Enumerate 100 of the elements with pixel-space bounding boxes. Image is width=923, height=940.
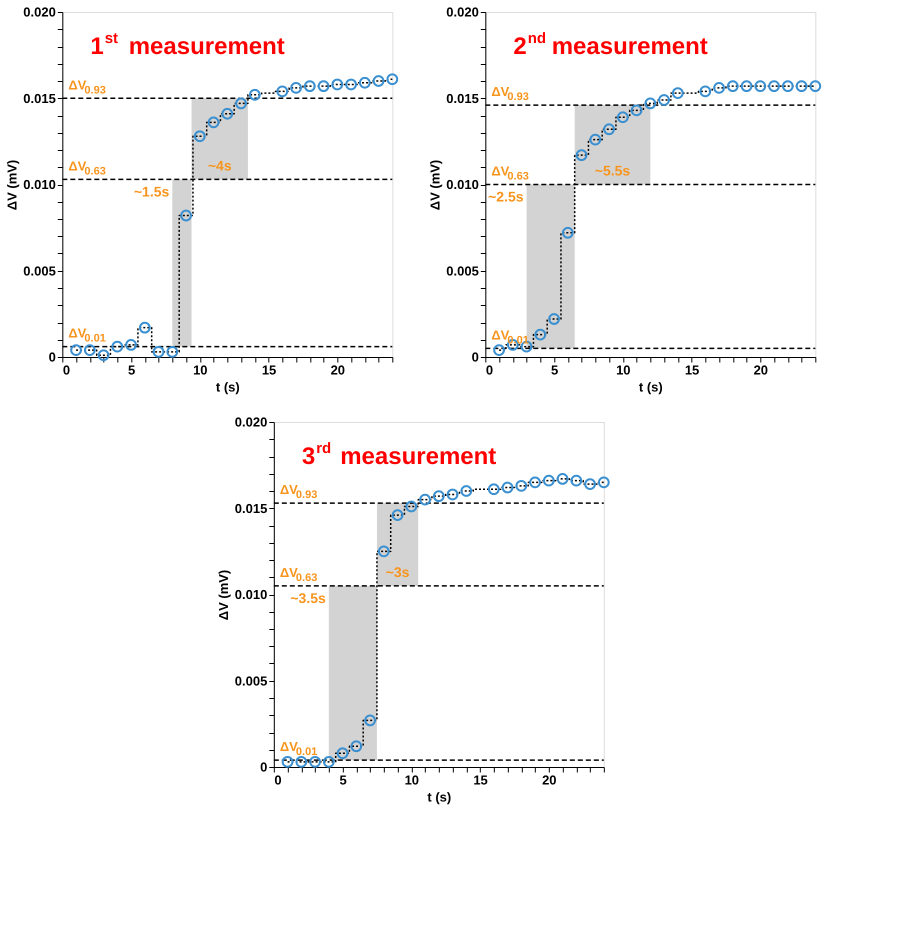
point <box>699 85 712 98</box>
point <box>372 75 384 87</box>
x-axis-title: t (s) <box>427 790 452 804</box>
band-label: ~4s <box>208 157 232 174</box>
x-tick-label: 20 <box>754 362 768 378</box>
x-tick-label: 0 <box>486 362 494 378</box>
y-tick-label: 0.020 <box>234 414 268 430</box>
band-label: ~5.5s <box>594 162 630 178</box>
point <box>378 546 390 558</box>
point <box>502 482 514 494</box>
point <box>556 473 568 485</box>
point <box>740 80 752 92</box>
point <box>570 474 582 487</box>
x-tick-label: 15 <box>262 362 276 378</box>
point <box>248 88 261 101</box>
y-tick-label: 0.020 <box>446 4 479 20</box>
x-tick-label: 20 <box>542 772 557 788</box>
point <box>304 80 316 92</box>
point <box>562 226 574 239</box>
point <box>125 339 137 351</box>
point <box>616 111 629 124</box>
y-axis-title: ΔV (mV) <box>427 160 442 210</box>
point <box>70 344 82 356</box>
point <box>460 485 472 497</box>
x-tick-label: 10 <box>193 362 208 378</box>
point <box>318 80 330 92</box>
point <box>358 76 371 89</box>
point <box>672 87 684 99</box>
point <box>84 344 96 356</box>
point <box>309 756 321 768</box>
point <box>754 80 766 92</box>
point <box>576 149 588 162</box>
point <box>589 134 602 146</box>
point <box>98 349 110 362</box>
y-tick-label: 0 <box>260 760 268 774</box>
point <box>208 116 220 128</box>
y-tick-label: 0 <box>48 350 56 364</box>
x-tick-label: 5 <box>339 772 347 788</box>
y-tick-label: 0.010 <box>23 177 56 192</box>
point <box>529 476 541 488</box>
x-tick-label: 10 <box>616 362 631 378</box>
x-tick-label: 10 <box>404 772 420 788</box>
y-axis-title: ΔV (mV) <box>216 570 231 620</box>
point <box>392 509 404 522</box>
y-tick-label: 0.015 <box>23 90 56 106</box>
point <box>276 85 288 98</box>
point <box>548 313 560 325</box>
x-tick-label: 20 <box>330 362 346 378</box>
point <box>180 210 192 222</box>
x-axis-title: t (s) <box>638 380 663 394</box>
x-tick-label: 5 <box>550 362 558 378</box>
band-label: ~3s <box>386 564 410 580</box>
point <box>282 756 294 768</box>
point <box>111 340 124 353</box>
point <box>221 108 234 120</box>
point <box>534 328 546 340</box>
point <box>364 714 376 726</box>
point <box>782 80 794 92</box>
point <box>386 73 398 86</box>
point <box>713 82 725 94</box>
point <box>493 344 505 356</box>
band-label: ~2.5s <box>488 188 524 204</box>
point <box>138 322 151 334</box>
point <box>432 490 445 502</box>
y-tick-label: 0.005 <box>234 673 268 688</box>
point <box>630 104 642 116</box>
point <box>336 747 348 760</box>
point <box>598 476 610 488</box>
x-tick-label: 15 <box>473 772 488 788</box>
y-axis-title: ΔV (mV) <box>4 160 20 210</box>
x-tick-label: 0 <box>274 772 282 788</box>
point <box>515 480 528 492</box>
point <box>542 474 555 487</box>
y-tick-label: 0.015 <box>234 500 268 516</box>
point <box>809 80 822 92</box>
y-tick-label: 0.015 <box>446 90 479 106</box>
x-tick-label: 0 <box>62 362 70 378</box>
x-tick-label: 15 <box>684 362 700 378</box>
point <box>488 483 500 496</box>
point <box>419 494 431 506</box>
point <box>322 756 335 768</box>
point <box>290 82 302 94</box>
point <box>644 98 656 110</box>
point <box>194 130 206 142</box>
y-tick-label: 0 <box>472 350 479 364</box>
band-label: ~1.5s <box>134 183 170 200</box>
band-label: ~3.5s <box>290 590 326 606</box>
point <box>295 756 308 768</box>
x-tick-label: 5 <box>128 362 136 378</box>
x-axis-title: t (s) <box>216 380 240 394</box>
point <box>603 123 615 136</box>
point <box>331 78 344 90</box>
point <box>768 80 780 92</box>
y-tick-label: 0.010 <box>446 177 479 192</box>
point <box>446 488 458 500</box>
y-tick-label: 0.020 <box>23 4 56 20</box>
point <box>796 80 808 92</box>
point <box>235 98 247 110</box>
point <box>658 94 670 106</box>
point <box>726 80 739 92</box>
